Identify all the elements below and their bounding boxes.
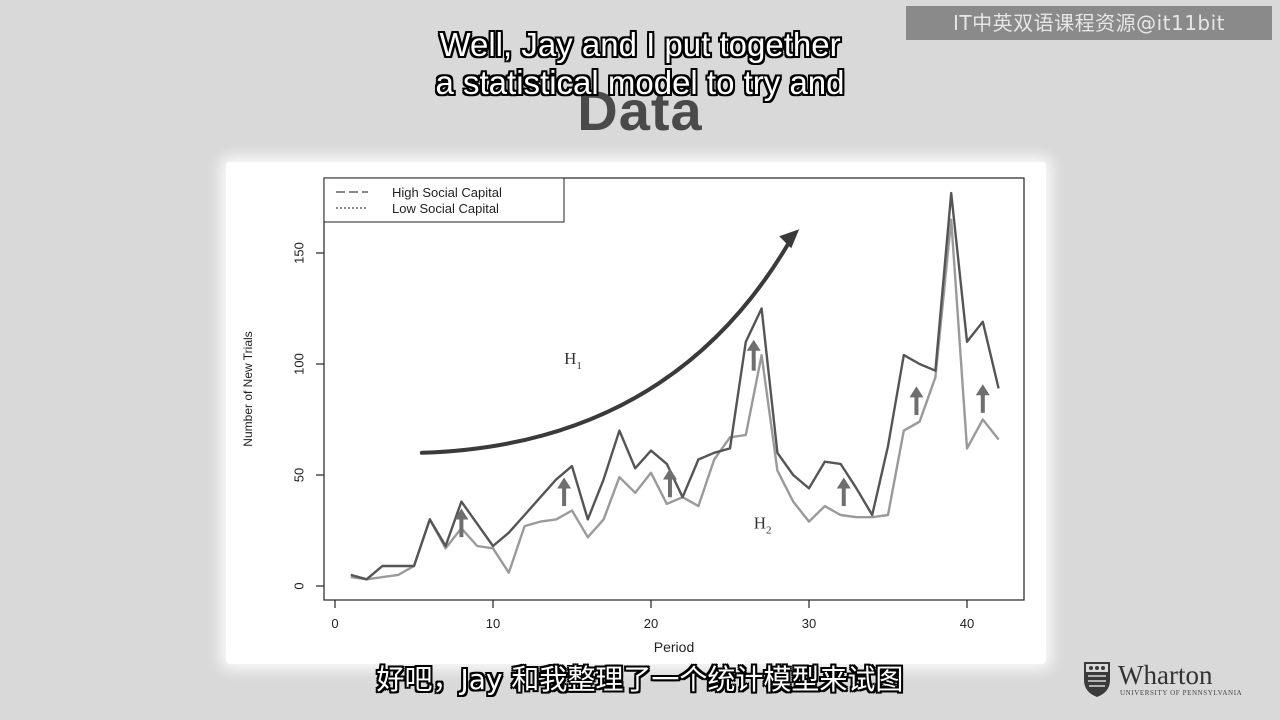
- h2-label: H2: [754, 513, 772, 536]
- series-line-low-social-capital: [350, 218, 1000, 581]
- chinese-subtitle: 好吧，Jay 和我整理了一个统计模型来试图: [376, 663, 904, 696]
- up-arrow-head: [454, 508, 469, 520]
- up-arrow-head: [909, 386, 924, 398]
- x-axis-label: Period: [654, 639, 694, 655]
- english-subtitle-line-2: a statistical model to try and: [435, 64, 845, 101]
- plot-frame: [323, 177, 1025, 601]
- slide-title: Data: [577, 79, 703, 142]
- x-tick-label: 30: [802, 616, 816, 631]
- up-arrow-head: [746, 339, 761, 351]
- wharton-logo-text: Wharton: [1118, 660, 1213, 690]
- legend-entry: Low Social Capital: [392, 201, 499, 216]
- legend-entry: High Social Capital: [392, 185, 502, 200]
- x-tick-label: 0: [331, 616, 338, 631]
- legend-box: [323, 177, 565, 223]
- series-line-high-social-capital: [350, 191, 1000, 581]
- up-arrow-head: [662, 468, 677, 480]
- penn-shield-icon: [1084, 662, 1110, 697]
- y-tick-label: 100: [291, 353, 306, 375]
- up-arrow-head: [557, 477, 572, 489]
- up-arrow-head: [975, 384, 990, 396]
- english-subtitle-line-1: Well, Jay and I put together: [439, 26, 841, 63]
- y-tick-label: 0: [291, 582, 306, 589]
- wharton-logo-subtitle: UNIVERSITY OF PENNSYLVANIA: [1120, 689, 1243, 697]
- wharton-logo: Wharton UNIVERSITY OF PENNSYLVANIA: [1082, 660, 1242, 700]
- y-tick-label: 150: [291, 242, 306, 264]
- y-axis-label: Number of New Trials: [241, 331, 255, 446]
- chart-panel: 0 10 20 30 40 0 50 100 150 Period Number of New Tr…: [226, 162, 1046, 664]
- x-tick-label: 40: [960, 616, 974, 631]
- h1-trend-arrowhead: [779, 229, 800, 249]
- line-chart: 0 10 20 30 40 0 50 100 150 Period Number of New Tr…: [241, 177, 1025, 655]
- x-tick-label: 10: [486, 616, 500, 631]
- x-tick-label: 20: [644, 616, 658, 631]
- watermark: IT中英双语课程资源@it11bit: [906, 6, 1272, 40]
- up-arrow-head: [836, 477, 851, 489]
- h1-trend-curve: [419, 233, 796, 455]
- h1-label: H1: [564, 349, 582, 372]
- y-tick-label: 50: [291, 468, 306, 482]
- english-subtitle: Well, Jay and I put together a statistic…: [0, 26, 1280, 102]
